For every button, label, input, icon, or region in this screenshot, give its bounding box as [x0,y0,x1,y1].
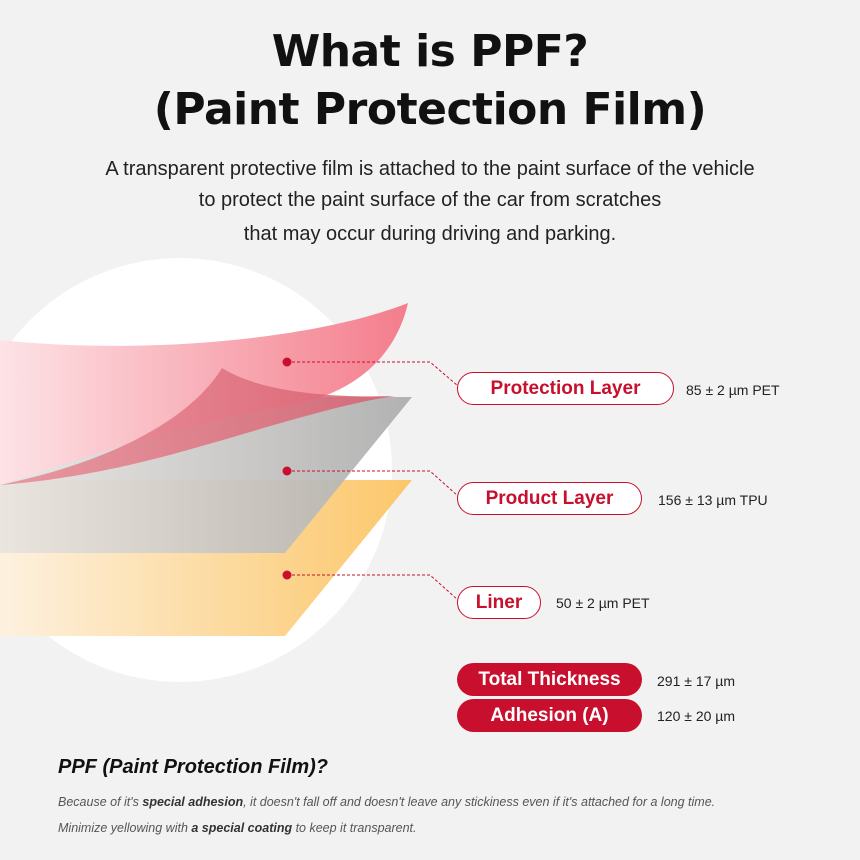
leader-line [287,574,459,601]
layer-label: Product Layer [457,482,642,515]
layer-spec: 85 ± 2 µm PET [686,382,780,398]
emphasis: special adhesion [142,795,244,809]
total-spec: 291 ± 17 µm [657,673,736,689]
text: Because of it's [58,795,143,809]
layer-spec: 156 ± 13 µm TPU [658,492,768,508]
marker-dot [282,570,292,580]
protection-layer-fold [0,368,395,485]
description: A transparent protective film is attache… [105,158,755,180]
footer-heading: PPF (Paint Protection Film)? [58,756,329,778]
marker-dot [282,357,292,367]
footer-text: Because of it's special adhesion, it doe… [58,795,715,809]
description: to protect the paint surface of the car … [198,189,662,211]
emphasis: a special coating [191,821,293,835]
leader-lines [287,361,459,601]
layer-label: Protection Layer [457,372,674,405]
marker-dot [282,466,292,476]
total-spec: 120 ± 20 µm [657,708,736,724]
leader-line [287,361,459,387]
layer-label: Liner [457,586,541,619]
title: What is PPF? [271,26,589,77]
footer-text: Minimize yellowing with a special coatin… [58,821,417,835]
title: (Paint Protection Film) [153,84,707,135]
text: , it doesn't fall off and doesn't leave … [243,795,716,809]
leader-line [287,470,459,497]
total-label: Total Thickness [457,663,642,696]
layer-spec: 50 ± 2 µm PET [556,595,650,611]
text: to keep it transparent. [292,821,417,835]
text: Minimize yellowing with [58,821,192,835]
total-label: Adhesion (A) [457,699,642,732]
description: that may occur during driving and parkin… [243,223,617,245]
